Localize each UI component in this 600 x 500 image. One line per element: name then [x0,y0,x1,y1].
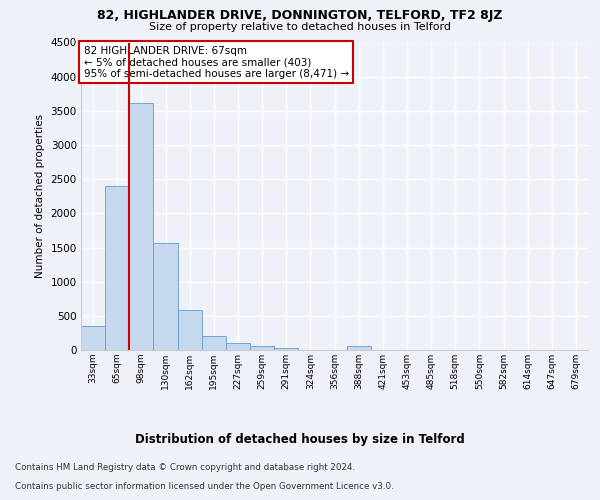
Bar [154,242,178,350]
Bar [250,346,274,350]
Bar [81,326,105,350]
Text: Distribution of detached houses by size in Telford: Distribution of detached houses by size … [135,432,465,446]
Bar [347,346,371,350]
Bar [105,186,129,350]
Bar [202,336,226,350]
Text: Contains public sector information licensed under the Open Government Licence v3: Contains public sector information licen… [15,482,394,491]
Bar [178,310,202,350]
Y-axis label: Number of detached properties: Number of detached properties [35,114,45,278]
Bar [226,343,250,350]
Bar [274,348,298,350]
Text: Size of property relative to detached houses in Telford: Size of property relative to detached ho… [149,22,451,32]
Text: Contains HM Land Registry data © Crown copyright and database right 2024.: Contains HM Land Registry data © Crown c… [15,464,355,472]
Text: 82, HIGHLANDER DRIVE, DONNINGTON, TELFORD, TF2 8JZ: 82, HIGHLANDER DRIVE, DONNINGTON, TELFOR… [97,9,503,22]
Text: 82 HIGHLANDER DRIVE: 67sqm
← 5% of detached houses are smaller (403)
95% of semi: 82 HIGHLANDER DRIVE: 67sqm ← 5% of detac… [83,46,349,79]
Bar [129,102,154,350]
